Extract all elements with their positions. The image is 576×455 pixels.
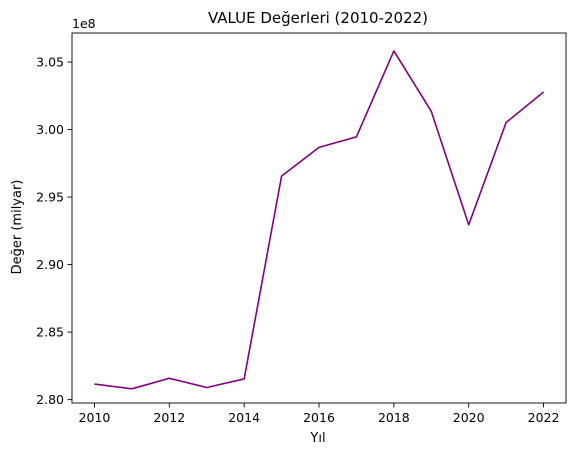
x-tick-label: 2018 bbox=[378, 410, 410, 425]
chart-title: VALUE Değerleri (2010-2022) bbox=[208, 9, 428, 27]
y-tick-label: 3.05 bbox=[36, 55, 64, 70]
x-tick-label: 2010 bbox=[79, 410, 111, 425]
y-tick-label: 2.85 bbox=[36, 325, 64, 340]
y-offset-label: 1e8 bbox=[72, 16, 96, 31]
x-tick-label: 2014 bbox=[228, 410, 260, 425]
y-axis-label: Değer (milyar) bbox=[10, 180, 25, 275]
x-tick-label: 2022 bbox=[528, 410, 560, 425]
series-line bbox=[94, 50, 545, 390]
x-tick-label: 2012 bbox=[153, 410, 185, 425]
axes-frame bbox=[71, 32, 567, 404]
x-axis-label: Yıl bbox=[309, 431, 325, 446]
plot-area: 2010 2012 2014 2016 2018 2020 2022 2.80 2.85 2.90… bbox=[36, 32, 567, 425]
y-tick-label: 2.90 bbox=[36, 257, 64, 272]
y-tick-label: 2.80 bbox=[36, 392, 64, 407]
x-tick-label: 2016 bbox=[303, 410, 335, 425]
y-tick-label: 3.00 bbox=[36, 122, 64, 137]
y-tick-label: 2.95 bbox=[36, 190, 64, 205]
x-tick-label: 2020 bbox=[453, 410, 485, 425]
